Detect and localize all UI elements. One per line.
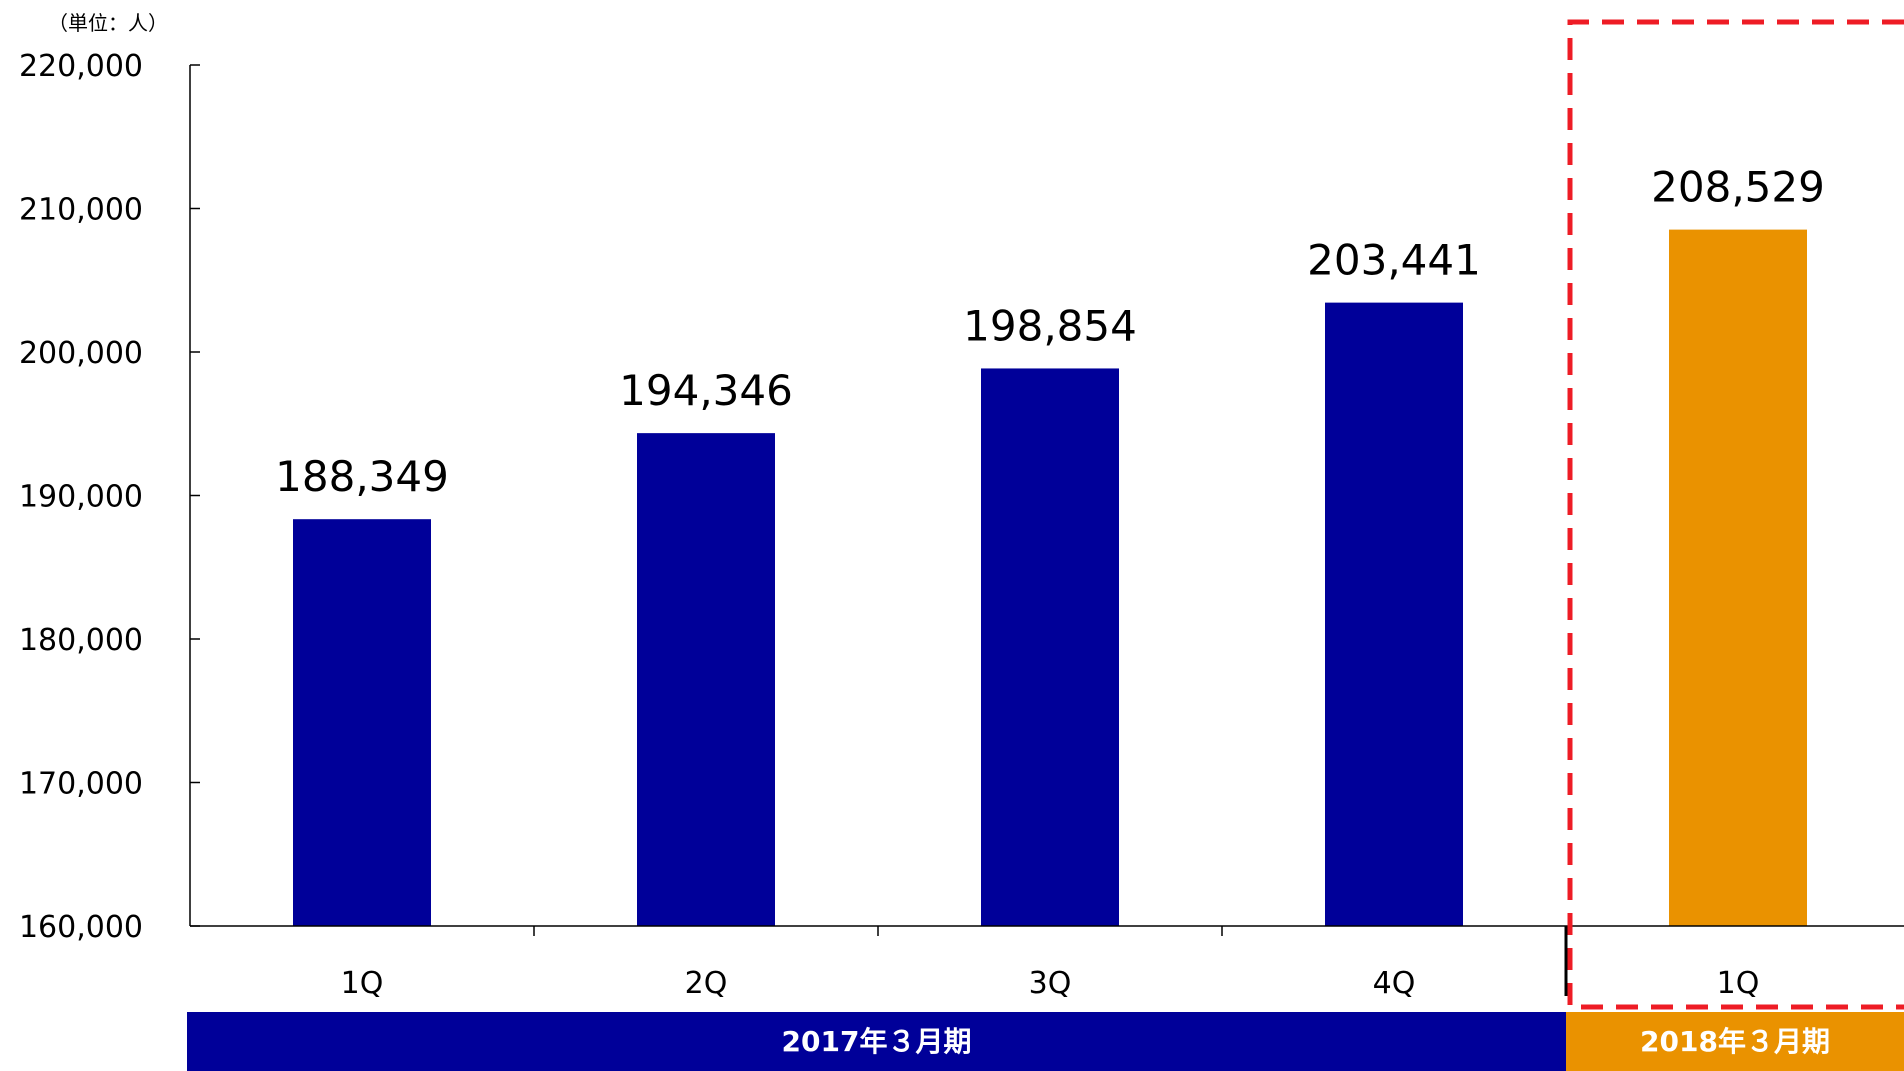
data-label: 208,529 (1651, 163, 1825, 212)
y-tick-label: 180,000 (19, 623, 143, 658)
data-label: 188,349 (275, 452, 449, 501)
y-tick-label: 220,000 (19, 49, 143, 84)
x-tick-label: 1Q (1717, 966, 1760, 1001)
bar (293, 519, 431, 926)
y-tick-label: 190,000 (19, 480, 143, 515)
bar (1325, 302, 1463, 926)
bar (637, 433, 775, 926)
y-axis: 160,000 170,000 180,000 190,000 200,000 210,0… (19, 49, 200, 945)
period-band (1566, 1012, 1904, 1071)
x-tick-label: 3Q (1029, 966, 1072, 1001)
unit-label: （単位：人） (48, 11, 168, 35)
y-tick-label: 170,000 (19, 767, 143, 802)
x-tick-label: 4Q (1373, 966, 1416, 1001)
bar (1669, 229, 1807, 926)
y-tick-label: 200,000 (19, 336, 143, 371)
data-labels: 188,349 194,346 198,854 203,441 208,529 (275, 163, 1825, 502)
data-label: 194,346 (619, 366, 793, 415)
highlight-frame (1567, 19, 1904, 1010)
x-tick-label: 1Q (341, 966, 384, 1001)
bars (293, 229, 1807, 927)
y-tick-label: 210,000 (19, 193, 143, 228)
period-bands: 2017年３月期 2018年３月期 (187, 1012, 1904, 1071)
bar (981, 368, 1119, 927)
period-label: 2017年３月期 (782, 1025, 972, 1058)
y-tick-label: 160,000 (19, 910, 143, 945)
x-axis: 1Q 2Q 3Q 4Q 1Q (190, 925, 1904, 1001)
data-label: 198,854 (963, 301, 1137, 350)
data-label: 203,441 (1307, 236, 1481, 285)
period-band (187, 1012, 1566, 1071)
highlight-box (1567, 19, 1904, 1010)
period-label: 2018年３月期 (1640, 1025, 1830, 1058)
x-tick-label: 2Q (685, 966, 728, 1001)
